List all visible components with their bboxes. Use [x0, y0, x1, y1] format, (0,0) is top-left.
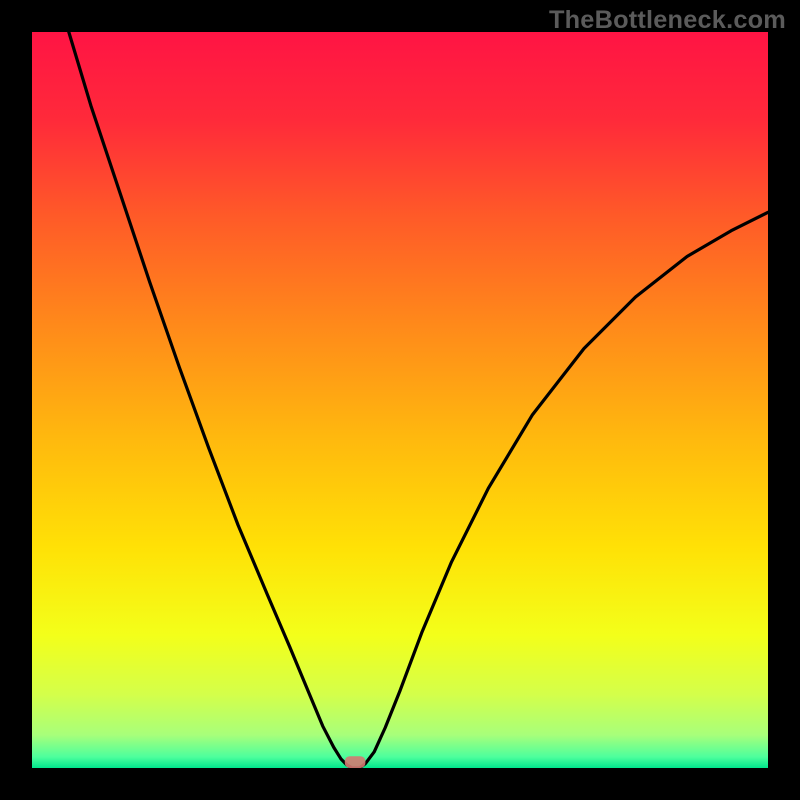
- chart-svg: [32, 32, 768, 768]
- bottleneck-curve: [69, 32, 768, 768]
- stage: TheBottleneck.com: [0, 0, 800, 800]
- plot-area: [32, 32, 768, 768]
- watermark-text: TheBottleneck.com: [549, 6, 786, 35]
- optimal-marker: [345, 756, 366, 768]
